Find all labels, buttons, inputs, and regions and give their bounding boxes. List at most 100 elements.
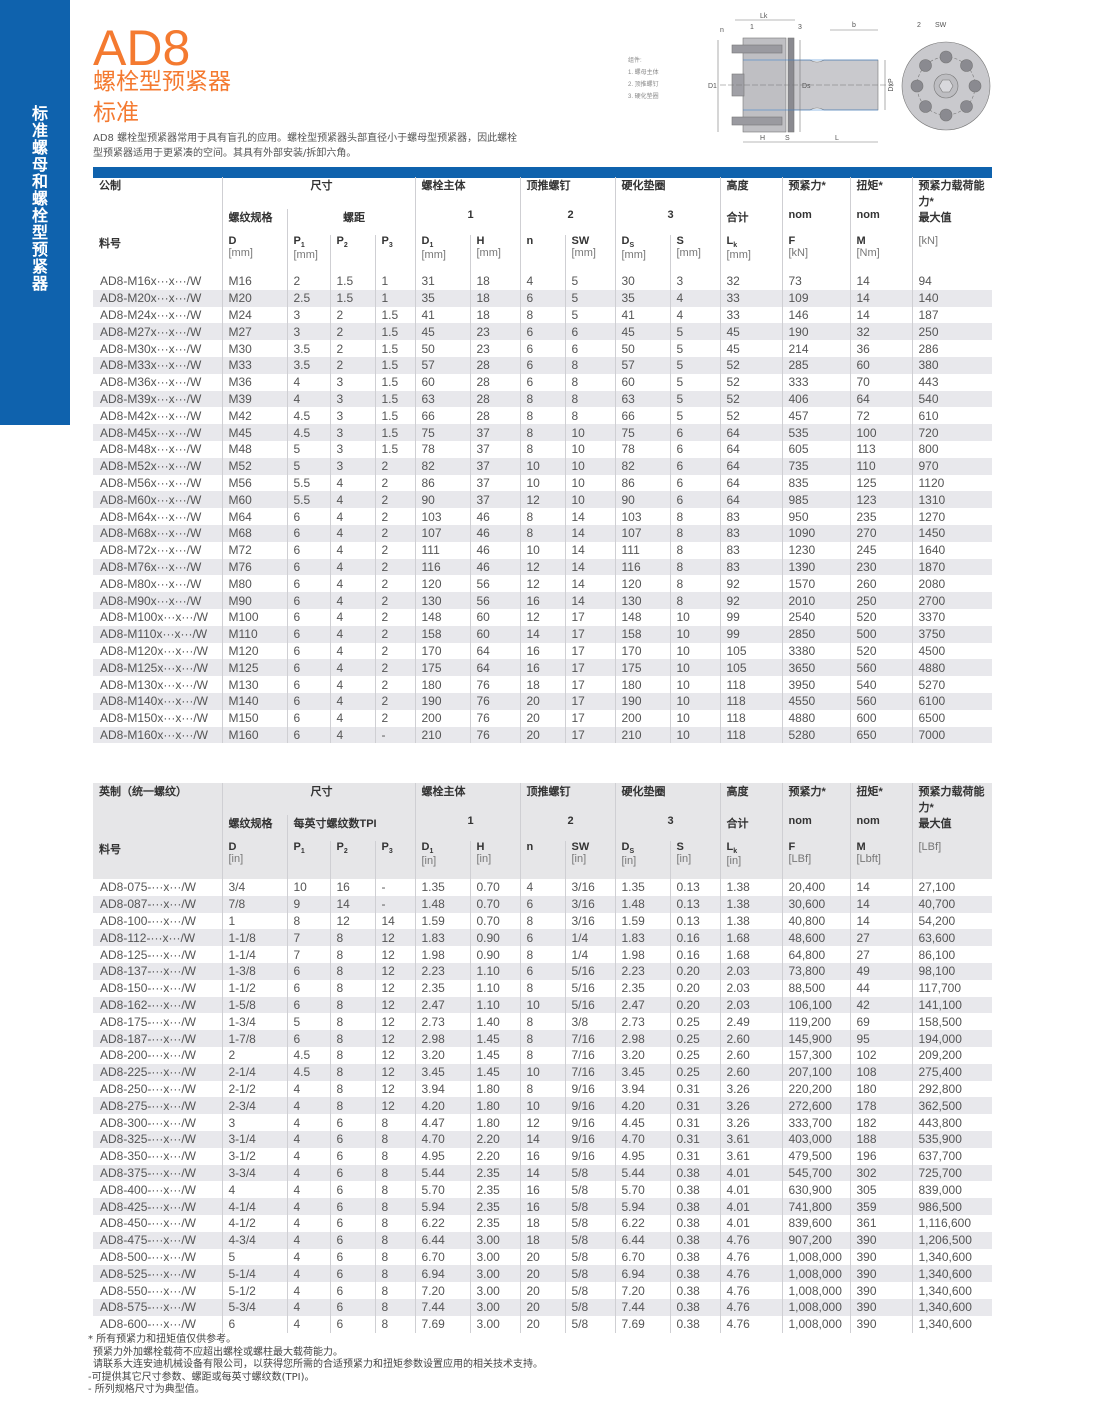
table-cell: 20 xyxy=(519,1265,565,1283)
table-cell: 4.70 xyxy=(414,1130,470,1148)
table-cell: M120 xyxy=(221,642,287,660)
table-cell: 5270 xyxy=(911,676,992,693)
table-cell: 8 xyxy=(519,1080,565,1098)
table-cell: 4 xyxy=(329,592,375,609)
table-cell: 1.38 xyxy=(719,879,782,896)
column-group-header: 螺栓主体 xyxy=(414,177,520,209)
table-cell: AD8-150-···x···/W xyxy=(100,981,196,996)
table-cell: M100 xyxy=(221,608,287,626)
table-cell: 6 xyxy=(519,356,565,374)
table-cell: 86 xyxy=(614,474,670,492)
table-cell: 457 xyxy=(781,407,850,425)
table-cell: 64 xyxy=(469,659,520,677)
table-cell: 2 xyxy=(374,592,415,609)
table-cell: 130 xyxy=(414,592,470,609)
table-cell: 5.70 xyxy=(414,1181,470,1199)
table-cell: AD8-162-···x···/W xyxy=(93,996,222,1014)
table-cell: 8 xyxy=(374,1147,415,1165)
table-cell: 214 xyxy=(781,340,850,357)
table-cell: 0.16 xyxy=(669,929,720,947)
table-cell: 4 xyxy=(669,306,720,324)
table-cell: 1230 xyxy=(781,541,850,559)
table-cell: 3 xyxy=(669,273,720,290)
table-cell: 3-1/2 xyxy=(221,1147,287,1165)
table-cell: 17 xyxy=(564,659,615,677)
table-cell: AD8-187-···x···/W xyxy=(93,1030,222,1047)
table-cell: 30 xyxy=(614,273,670,290)
table-cell: 10 xyxy=(519,1063,565,1081)
table-row: AD8-M72x···x···/W M72 6 4 2 111 46 10 14 111 8 83 12… xyxy=(93,541,992,559)
column-symbol: D xyxy=(621,841,630,853)
table-cell: 6 xyxy=(286,592,330,609)
column-group-header: nom xyxy=(781,209,850,235)
table-cell: 1.35 xyxy=(414,879,470,896)
table-cell: 6 xyxy=(221,1315,287,1333)
table-cell: 14 xyxy=(564,558,615,576)
table-cell: 8 xyxy=(374,1298,415,1316)
column-group-header: 最大值 xyxy=(911,209,992,235)
column-unit: [mm] xyxy=(293,249,318,262)
table-cell: 1-5/8 xyxy=(221,996,287,1014)
table-cell: AD8-087-···x···/W xyxy=(93,895,222,913)
table-cell: 1,008,000 xyxy=(781,1282,850,1299)
table-row: AD8-M60x···x···/W M60 5.5 4 2 90 37 12 10 90 6 64 98… xyxy=(93,491,992,509)
table-cell: 8 xyxy=(564,390,615,408)
table-cell: 0.25 xyxy=(669,1013,720,1031)
table-cell: 46 xyxy=(469,541,520,559)
table-cell: 17 xyxy=(564,676,615,693)
table-cell: 111 xyxy=(614,541,670,559)
table-row: AD8-500-···x···/W 5 4 6 8 6.70 3.00 20 5/8 6.70 0.… xyxy=(93,1248,992,1266)
table-cell: 2 xyxy=(329,340,375,357)
table-cell: 8 xyxy=(519,524,565,542)
table-cell: 52 xyxy=(719,356,782,374)
table-cell: 1.83 xyxy=(614,929,670,947)
column-header: 料号 xyxy=(93,841,222,879)
table-cell: 7/16 xyxy=(564,1046,615,1064)
table-cell: 5/8 xyxy=(564,1315,615,1333)
table-cell: 5280 xyxy=(781,726,850,744)
table-cell: 2.23 xyxy=(414,962,470,980)
table-cell: AD8-450-···x···/W xyxy=(100,1216,196,1231)
table-cell: 1,008,000 xyxy=(781,1315,850,1333)
table-cell: 4 xyxy=(286,1214,330,1232)
table-row: AD8-M16x···x···/W M16 2 1.5 1 31 18 4 5 30 3 32 73 14… xyxy=(93,273,992,290)
table-cell: 380 xyxy=(911,356,992,374)
table-cell: M90 xyxy=(221,592,287,609)
table-cell: 1-1/8 xyxy=(221,929,287,947)
table-cell: 5 xyxy=(669,323,720,341)
table-cell: 1,340,600 xyxy=(911,1248,992,1266)
table-cell: 6 xyxy=(286,541,330,559)
column-header: D1 [in] xyxy=(414,841,470,879)
table-cell: 0.16 xyxy=(669,946,720,963)
table-row: AD8-M20x···x···/W M20 2.5 1.5 1 35 18 6 5 35 4 33 10… xyxy=(93,289,992,307)
column-symbol: P xyxy=(336,841,344,853)
table-cell: 720 xyxy=(911,424,992,441)
callout-1: 1 xyxy=(750,24,754,31)
header-row: 公制 尺寸 螺栓主体 顶推螺钉 硬化垫圈 高度 预紧力* 扭矩* 预紧力载荷能力* xyxy=(93,177,992,209)
table-cell: 390 xyxy=(849,1282,912,1299)
technical-drawing: 组件: 1. 螺母主体 2. 顶推螺钉 3. 硬化垫圈 xyxy=(628,13,991,143)
table-cell: 86 xyxy=(414,474,470,492)
table-row: AD8-M56x···x···/W M56 5.5 4 2 86 37 10 10 86 6 64 83… xyxy=(93,474,992,492)
table-cell: 0.70 xyxy=(469,912,520,930)
table-cell: 6 xyxy=(329,1164,375,1182)
table-cell: 5 xyxy=(669,390,720,408)
column-unit: [kN] xyxy=(918,235,939,247)
table-cell: 1.10 xyxy=(469,979,520,997)
table-cell: 8 xyxy=(519,440,565,458)
table-cell: 16 xyxy=(519,592,565,609)
column-symbol: P xyxy=(381,841,389,853)
table-cell: 535 xyxy=(781,424,850,441)
table-row: AD8-M130x···x···/W M130 6 4 2 180 76 18 17 180 10 1… xyxy=(93,676,992,693)
table-cell: 1.48 xyxy=(614,895,670,913)
table-cell: AD8-M76x···x···/W xyxy=(93,558,222,576)
table-cell: 49 xyxy=(849,962,912,980)
legend-title: 组件: xyxy=(628,56,642,64)
table-cell: 220,200 xyxy=(781,1080,850,1098)
table-cell: 4 xyxy=(286,1248,330,1266)
table-cell: 8 xyxy=(519,1030,565,1047)
table-cell: 8 xyxy=(519,424,565,441)
header-row: 螺纹规格 螺距 1 2 3 合计 nom nom 最大值 xyxy=(93,209,992,235)
table-cell: 2 xyxy=(374,575,415,593)
table-cell: 2010 xyxy=(781,592,850,609)
